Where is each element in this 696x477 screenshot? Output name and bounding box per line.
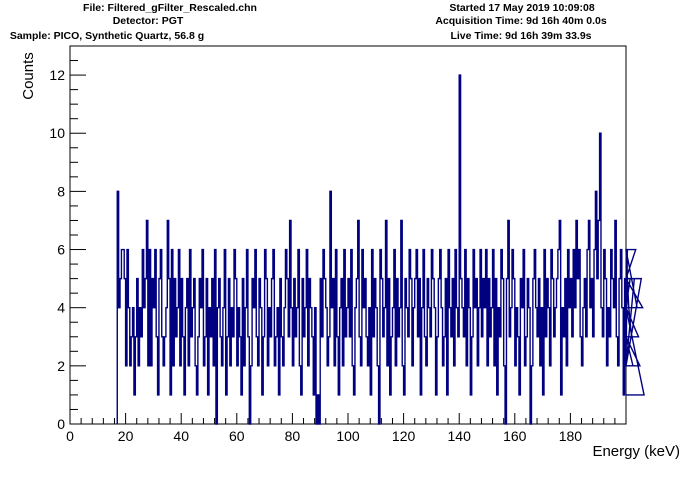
y-tick-label: 8 (57, 183, 65, 199)
sample-text: Sample: PICO, Synthetic Quartz, 56.8 g (10, 30, 204, 42)
x-tick-label: 120 (392, 428, 416, 444)
x-tick-label: 160 (503, 428, 527, 444)
x-tick-label: 60 (229, 428, 245, 444)
x-tick-label: 40 (173, 428, 189, 444)
counts-histogram-line (116, 74, 645, 425)
y-tick-label: 12 (49, 67, 65, 83)
histogram-series (116, 74, 645, 425)
x-tick-label: 80 (285, 428, 301, 444)
file-name-text: File: Filtered_gFilter_Rescaled.chn (83, 2, 257, 14)
x-tick-label: 100 (336, 428, 360, 444)
y-tick-label: 10 (49, 125, 65, 141)
x-tick-label: 0 (66, 428, 74, 444)
tick-labels: 0 20 40 60 80 100 120 140 160 180 0 2 4 6 8 10 12 (49, 67, 582, 444)
axis-ticks (69, 45, 627, 425)
acquisition-time-text: Acquisition Time: 9d 16h 40m 0.0s (435, 15, 607, 27)
live-time-text: Live Time: 9d 16h 39m 33.9s (450, 30, 591, 42)
x-tick-label: 20 (118, 428, 134, 444)
x-axis-title: Energy (keV) (592, 443, 680, 460)
y-tick-label: 6 (57, 242, 65, 258)
y-tick-label: 2 (57, 358, 65, 374)
x-tick-label: 140 (448, 428, 472, 444)
x-tick-label: 180 (559, 428, 583, 444)
y-tick-label: 0 (57, 416, 65, 432)
y-axis-title: Counts (20, 52, 37, 100)
y-tick-label: 4 (57, 300, 65, 316)
started-text: Started 17 May 2019 10:09:08 (449, 2, 594, 14)
detector-text: Detector: PGT (113, 15, 184, 27)
